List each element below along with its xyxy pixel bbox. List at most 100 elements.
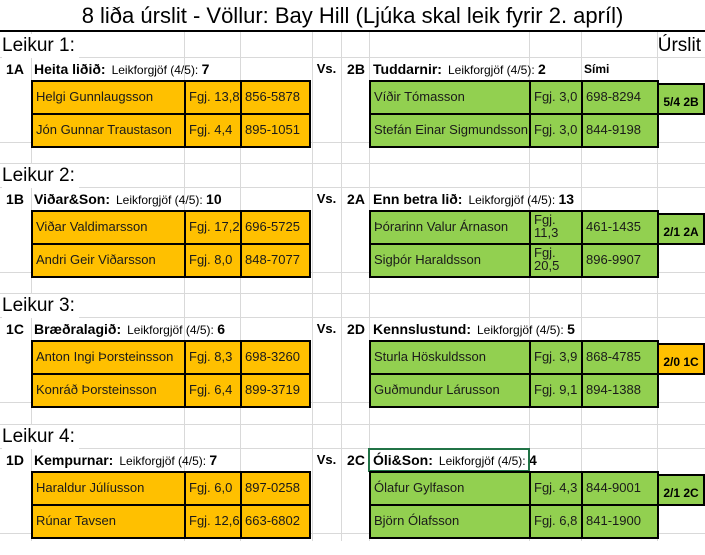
away-seed[interactable]: 2B [347, 61, 365, 77]
results-header[interactable]: Úrslit [657, 35, 701, 56]
vs-label[interactable]: Vs. [316, 321, 337, 336]
home-team-name: Viðar&Son: [34, 191, 110, 207]
home-seed[interactable]: 1B [6, 191, 24, 207]
player-handicap[interactable]: Fgj. 13,8 [184, 82, 240, 113]
player-handicap[interactable]: Fgj. 8,3 [184, 342, 240, 373]
home-team-handicap: 7 [201, 61, 210, 77]
player-name[interactable]: Konráð Þorsteinsson [36, 382, 157, 397]
player-phone[interactable]: 696-5725 [240, 212, 309, 243]
team-row: 1A Heita liðið: Leikforgjöf (4/5): 7 Vs. … [0, 58, 705, 80]
gridline [0, 272, 705, 273]
player-name[interactable]: Jón Gunnar Traustason [36, 122, 172, 137]
player-name[interactable]: Sturla Höskuldsson [374, 349, 486, 364]
player-handicap[interactable]: Fgj. 17,2 [184, 212, 240, 243]
player-row: Viðar Valdimarsson Fgj. 17,2 696-5725 [33, 212, 309, 243]
gridline [657, 32, 658, 541]
player-row: Haraldur Júlíusson Fgj. 6,0 897-0258 [33, 473, 309, 504]
player-phone[interactable]: 698-8294 [581, 82, 657, 113]
match-4: Leikur 4: 1D Kempurnar: Leikforgjöf (4/5)… [0, 425, 705, 555]
handicap-label: Leikforgjöf (4/5): [447, 63, 535, 77]
player-phone[interactable]: 841-1900 [581, 506, 657, 537]
player-name[interactable]: Þórarinn Valur Árnason [374, 219, 509, 234]
away-team-name: Enn betra lið: [373, 191, 463, 207]
away-team[interactable]: Enn betra lið: Leikforgjöf (4/5): 13 [373, 188, 574, 211]
player-handicap[interactable]: Fgj. 6,4 [184, 375, 240, 406]
player-name[interactable]: Ólafur Gylfason [374, 480, 465, 495]
player-row: Rúnar Tavsen Fgj. 12,6 663-6802 [33, 504, 309, 537]
home-seed[interactable]: 1C [6, 321, 24, 337]
away-seed[interactable]: 2A [347, 191, 365, 207]
player-phone[interactable]: 844-9198 [581, 115, 657, 146]
home-team[interactable]: Heita liðið: Leikforgjöf (4/5): 7 [34, 58, 209, 81]
vs-label[interactable]: Vs. [316, 191, 337, 206]
player-phone[interactable]: 663-6802 [240, 506, 309, 537]
vs-label[interactable]: Vs. [316, 61, 337, 76]
player-phone[interactable]: 856-5878 [240, 82, 309, 113]
player-name[interactable]: Víðir Tómasson [374, 89, 465, 104]
player-handicap[interactable]: Fgj. 20,5 [529, 245, 581, 276]
player-name[interactable]: Björn Ólafsson [374, 513, 460, 528]
player-phone[interactable]: 848-7077 [240, 245, 309, 276]
player-handicap[interactable]: Fgj. 11,3 [529, 212, 581, 243]
player-handicap[interactable]: Fgj. 3,9 [529, 342, 581, 373]
player-name[interactable]: Helgi Gunnlaugsson [36, 89, 154, 104]
player-name[interactable]: Rúnar Tavsen [36, 513, 116, 528]
home-team[interactable]: Bræðralagið: Leikforgjöf (4/5): 6 [34, 318, 225, 341]
away-players: Þórarinn Valur Árnason Fgj. 11,3 461-143… [369, 210, 659, 278]
player-row: Sigþór Haraldsson Fgj. 20,5 896-9907 [371, 243, 657, 276]
player-name[interactable]: Viðar Valdimarsson [36, 219, 148, 234]
player-phone[interactable]: 698-3260 [240, 342, 309, 373]
sheet-title[interactable]: 8 liða úrslit - Völlur: Bay Hill (Ljúka … [0, 0, 705, 32]
player-name[interactable]: Sigþór Haraldsson [374, 252, 481, 267]
home-seed[interactable]: 1D [6, 452, 24, 468]
match-label[interactable]: Leikur 2: [2, 164, 79, 188]
player-handicap[interactable]: Fgj. 3,0 [529, 115, 581, 146]
away-team-name: Óli&Son: [373, 452, 433, 468]
player-handicap[interactable]: Fgj. 4,4 [184, 115, 240, 146]
match-label[interactable]: Leikur 4: [2, 425, 79, 449]
match-result[interactable]: 2/0 1C [657, 343, 705, 375]
player-handicap[interactable]: Fgj. 9,1 [529, 375, 581, 406]
match-label[interactable]: Leikur 1: [2, 34, 79, 58]
player-phone[interactable]: 895-1051 [240, 115, 309, 146]
match-result[interactable]: 2/1 2C [657, 474, 705, 506]
player-phone[interactable]: 897-0258 [240, 473, 309, 504]
gridline [0, 448, 705, 449]
handicap-label: Leikforgjöf (4/5): [115, 193, 203, 207]
home-team-handicap: 7 [209, 452, 218, 468]
home-team[interactable]: Kempurnar: Leikforgjöf (4/5): 7 [34, 449, 217, 472]
player-name[interactable]: Guðmundur Lárusson [374, 382, 500, 397]
away-team[interactable]: Tuddarnir: Leikforgjöf (4/5): 2 [373, 58, 546, 81]
player-name[interactable]: Anton Ingi Þorsteinsson [36, 349, 174, 364]
player-handicap[interactable]: Fgj. 6,8 [529, 506, 581, 537]
away-team-selected-cell[interactable]: Óli&Son: Leikforgjöf (4/5): 4 [368, 448, 537, 472]
player-handicap[interactable]: Fgj. 12,6 [184, 506, 240, 537]
home-team[interactable]: Viðar&Son: Leikforgjöf (4/5): 10 [34, 188, 222, 211]
home-team-name: Bræðralagið: [34, 321, 122, 337]
player-handicap[interactable]: Fgj. 8,0 [184, 245, 240, 276]
home-seed[interactable]: 1A [6, 61, 24, 77]
player-phone[interactable]: 868-4785 [581, 342, 657, 373]
player-phone[interactable]: 894-1388 [581, 375, 657, 406]
player-phone[interactable]: 461-1435 [581, 212, 657, 243]
match-result[interactable]: 5/4 2B [657, 83, 705, 115]
vs-label[interactable]: Vs. [316, 452, 337, 467]
match-result[interactable]: 2/1 2A [657, 213, 705, 245]
player-phone[interactable]: 899-3719 [240, 375, 309, 406]
player-phone[interactable]: 896-9907 [581, 245, 657, 276]
away-seed[interactable]: 2C [347, 452, 365, 468]
player-name[interactable]: Haraldur Júlíusson [36, 480, 145, 495]
player-handicap[interactable]: Fgj. 4,3 [529, 473, 581, 504]
player-handicap[interactable]: Fgj. 3,0 [529, 82, 581, 113]
match-label[interactable]: Leikur 3: [2, 294, 79, 318]
player-name[interactable]: Stefán Einar Sigmundsson [374, 122, 528, 137]
away-seed[interactable]: 2D [347, 321, 365, 337]
team-row: 1B Viðar&Son: Leikforgjöf (4/5): 10 Vs. 2… [0, 188, 705, 210]
player-handicap[interactable]: Fgj. 6,0 [184, 473, 240, 504]
player-phone[interactable]: 844-9001 [581, 473, 657, 504]
away-team-name: Tuddarnir: [373, 61, 442, 77]
player-name[interactable]: Andri Geir Viðarsson [36, 252, 156, 267]
phone-header[interactable]: Sími [584, 62, 610, 76]
away-team[interactable]: Kennslustund: Leikforgjöf (4/5): 5 [373, 318, 575, 341]
gridline [0, 187, 705, 188]
